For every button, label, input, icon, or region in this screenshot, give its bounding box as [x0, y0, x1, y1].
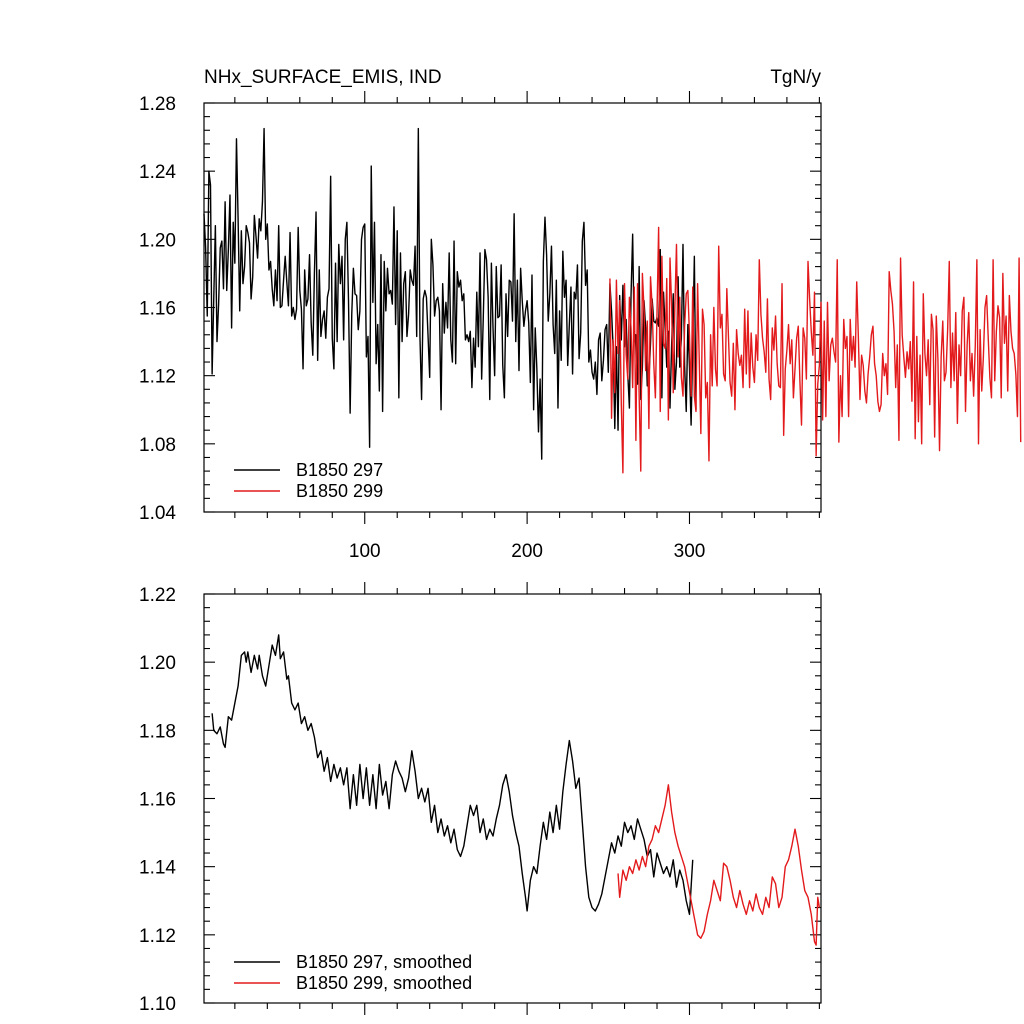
top-legend: B1850 297 B1850 299: [234, 460, 383, 501]
legend-label-b1850-299: B1850 299: [296, 481, 383, 501]
top-series-layer: [203, 127, 1022, 474]
top-chart-title: NHx_SURFACE_EMIS, IND: [204, 67, 442, 88]
y-tick-label: 1.16: [139, 790, 176, 811]
bottom-series-layer: [211, 634, 821, 946]
y-tick-label: 1.14: [139, 858, 176, 879]
top-chart-panel: NHx_SURFACE_EMIS, IND TgN/y 1.04 1.08 1.12…: [139, 67, 1022, 562]
x-tick-label: 100: [349, 541, 381, 562]
y-tick-label: 1.12: [139, 926, 176, 947]
y-tick-label: 1.04: [139, 503, 176, 524]
y-tick-label: 1.08: [139, 435, 176, 456]
bottom-chart-panel: 1.10 1.12 1.14 1.16 1.18 1.20 1.22 B1850 297, …: [139, 582, 822, 1015]
bottom-plot-frame: [203, 593, 822, 1004]
y-tick-label: 1.24: [139, 162, 176, 183]
y-tick-label: 1.18: [139, 721, 176, 742]
top-chart-units: TgN/y: [770, 67, 821, 88]
y-tick-label: 1.16: [139, 299, 176, 320]
bottom-legend: B1850 297, smoothed B1850 299, smoothed: [234, 952, 472, 993]
y-tick-label: 1.22: [139, 585, 176, 606]
y-tick-label: 1.20: [139, 230, 176, 251]
top-axis-ticks: [204, 91, 821, 524]
y-tick-label: 1.20: [139, 653, 176, 674]
top-x-tick-labels: 100 200 300: [349, 541, 705, 562]
series-line-b1850-299: [609, 226, 1022, 474]
top-y-tick-labels: 1.04 1.08 1.12 1.16 1.20 1.24 1.28: [139, 94, 176, 524]
y-tick-label: 1.10: [139, 994, 176, 1015]
legend-label-b1850-297: B1850 297: [296, 460, 383, 480]
bottom-axis-ticks: [204, 582, 821, 1015]
bottom-y-tick-labels: 1.10 1.12 1.14 1.16 1.18 1.20 1.22: [139, 585, 176, 1015]
legend-label-b1850-299-smoothed: B1850 299, smoothed: [296, 973, 472, 993]
y-tick-label: 1.28: [139, 94, 176, 115]
x-tick-label: 200: [511, 541, 543, 562]
series-line-b1850-299-smoothed: [617, 784, 821, 946]
legend-label-b1850-297-smoothed: B1850 297, smoothed: [296, 952, 472, 972]
x-tick-label: 300: [674, 541, 706, 562]
series-line-b1850-297-smoothed: [211, 634, 694, 916]
y-tick-label: 1.12: [139, 367, 176, 388]
series-line-b1850-297: [203, 127, 697, 460]
